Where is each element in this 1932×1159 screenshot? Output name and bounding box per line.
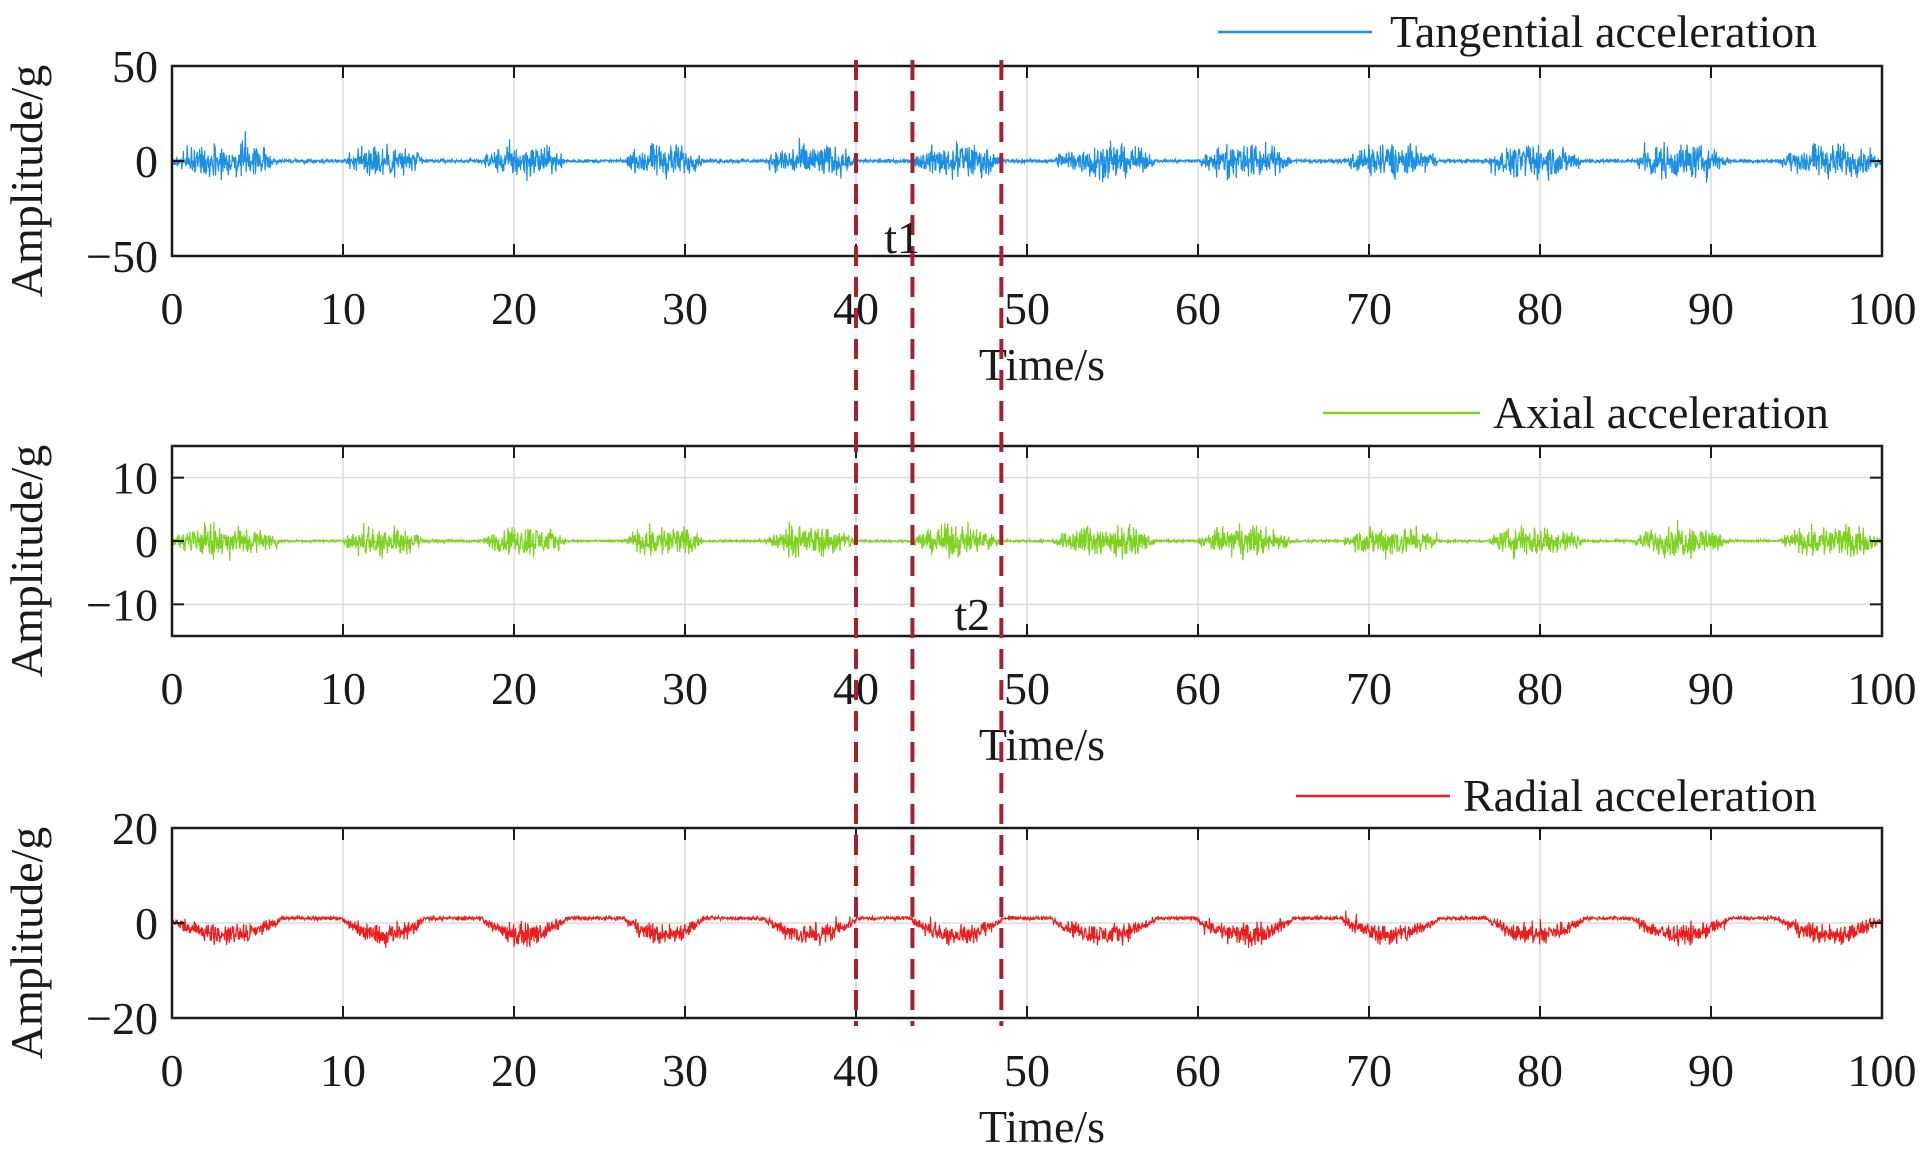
y-tick-label: −50 xyxy=(86,231,158,282)
x-tick-label: 10 xyxy=(320,1045,366,1096)
legend-label: Axial acceleration xyxy=(1493,387,1829,438)
x-tick-label: 100 xyxy=(1848,1045,1917,1096)
x-tick-label: 60 xyxy=(1175,1045,1221,1096)
x-tick-label: 60 xyxy=(1175,283,1221,334)
legend: Radial acceleration xyxy=(1296,770,1817,821)
x-axis-title: Time/s xyxy=(979,1101,1105,1152)
x-tick-label: 0 xyxy=(161,1045,184,1096)
x-tick-label: 20 xyxy=(491,283,537,334)
y-axis-title: Amplitude/g xyxy=(1,827,52,1060)
panel-2: 0 10 20 30 40 50 60 70 80 90 100100−10Time/sAmplit… xyxy=(1,387,1917,770)
y-tick-label: 0 xyxy=(135,136,158,187)
legend-label: Tangential acceleration xyxy=(1390,6,1817,57)
series-line-radial xyxy=(171,910,1883,948)
time-markers xyxy=(854,60,1004,1026)
annotation-t1: t1 xyxy=(884,212,920,263)
x-axis-title: Time/s xyxy=(979,339,1105,390)
x-tick-label: 30 xyxy=(662,1045,708,1096)
y-tick-label: 0 xyxy=(135,516,158,567)
legend: Tangential acceleration xyxy=(1218,6,1817,57)
x-tick-label: 80 xyxy=(1517,283,1563,334)
series-line-tangential xyxy=(171,130,1883,183)
x-tick-label: 80 xyxy=(1517,1045,1563,1096)
x-tick-label: 50 xyxy=(1004,663,1050,714)
y-axis-title: Amplitude/g xyxy=(1,445,52,678)
y-tick-label: 20 xyxy=(112,803,158,854)
x-tick-label: 10 xyxy=(320,663,366,714)
x-tick-label: 70 xyxy=(1346,663,1392,714)
x-tick-label: 70 xyxy=(1346,1045,1392,1096)
annotation-t2: t2 xyxy=(954,589,990,640)
legend-label: Radial acceleration xyxy=(1463,770,1817,821)
x-tick-label: 90 xyxy=(1688,1045,1734,1096)
x-tick-label: 20 xyxy=(491,663,537,714)
y-tick-label: 0 xyxy=(135,898,158,949)
x-tick-label: 50 xyxy=(1004,1045,1050,1096)
y-tick-label: −10 xyxy=(86,579,158,630)
panel-3: 0 10 20 30 40 50 60 70 80 90 100200−20Time/sAmplit… xyxy=(1,770,1917,1152)
x-tick-label: 50 xyxy=(1004,283,1050,334)
x-tick-label: 90 xyxy=(1688,283,1734,334)
x-tick-label: 30 xyxy=(662,283,708,334)
x-tick-label: 60 xyxy=(1175,663,1221,714)
x-tick-label: 10 xyxy=(320,283,366,334)
x-tick-label: 40 xyxy=(833,1045,879,1096)
x-tick-label: 100 xyxy=(1848,663,1917,714)
y-tick-label: 50 xyxy=(112,41,158,92)
x-tick-label: 90 xyxy=(1688,663,1734,714)
y-axis-title: Amplitude/g xyxy=(1,65,52,298)
panel-1: 0 10 20 30 40 50 60 70 80 90 100500−50Time/sAmplit… xyxy=(1,6,1917,390)
y-tick-label: 10 xyxy=(112,453,158,504)
x-tick-label: 0 xyxy=(161,283,184,334)
y-tick-label: −20 xyxy=(86,993,158,1044)
x-axis-title: Time/s xyxy=(979,719,1105,770)
series-line-axial xyxy=(171,519,1883,561)
x-tick-label: 80 xyxy=(1517,663,1563,714)
x-tick-label: 20 xyxy=(491,1045,537,1096)
x-tick-label: 70 xyxy=(1346,283,1392,334)
legend: Axial acceleration xyxy=(1323,387,1829,438)
x-tick-label: 100 xyxy=(1848,283,1917,334)
x-tick-label: 30 xyxy=(662,663,708,714)
x-tick-label: 0 xyxy=(161,663,184,714)
